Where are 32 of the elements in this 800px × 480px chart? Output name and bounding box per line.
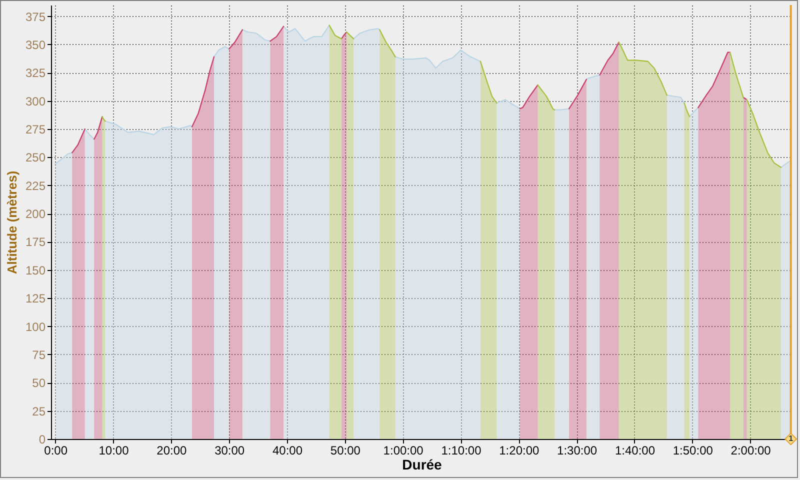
y-tick-label: 0 xyxy=(38,432,46,446)
y-tick-label: 25 xyxy=(32,404,46,418)
y-tick-label: 125 xyxy=(25,292,46,306)
x-tick-label: 40:00 xyxy=(272,444,303,458)
y-axis-title: Altitude (mètres) xyxy=(4,170,20,274)
y-tick-label: 225 xyxy=(25,178,46,193)
x-tick-label: 2:00:00 xyxy=(730,444,772,458)
y-tick-label: 350 xyxy=(25,38,46,52)
x-axis-title: Durée xyxy=(402,456,442,472)
y-tick-label: 325 xyxy=(25,66,46,80)
y-tick-label: 100 xyxy=(25,320,46,334)
x-tick-label: 1:10:00 xyxy=(441,444,482,458)
y-tick-label: 50 xyxy=(32,376,46,390)
y-tick-label: 375 xyxy=(25,10,46,24)
x-tick-label: 50:00 xyxy=(330,444,361,458)
x-tick-label: 1:30:00 xyxy=(557,444,598,458)
y-tick-label: 300 xyxy=(25,94,46,108)
y-tick-label: 75 xyxy=(32,348,46,362)
y-tick-label: 200 xyxy=(25,207,46,222)
x-tick-label: 30:00 xyxy=(214,444,245,458)
x-tick-label: 1:40:00 xyxy=(614,444,656,458)
y-tick-label: 275 xyxy=(25,122,46,136)
annotation: 1 xyxy=(788,434,794,443)
x-tick-label: 1:00:00 xyxy=(383,444,424,458)
y-tick-label: 250 xyxy=(25,150,46,165)
y-tick-label: 150 xyxy=(25,263,46,278)
x-tick-label: 1:50:00 xyxy=(672,444,714,458)
x-tick-label: 0:00 xyxy=(44,444,68,458)
x-tick-label: 20:00 xyxy=(156,444,188,458)
x-tick-label: 1:20:00 xyxy=(499,444,540,458)
y-tick-label: 175 xyxy=(25,235,46,250)
x-tick-label: 10:00 xyxy=(98,444,130,458)
